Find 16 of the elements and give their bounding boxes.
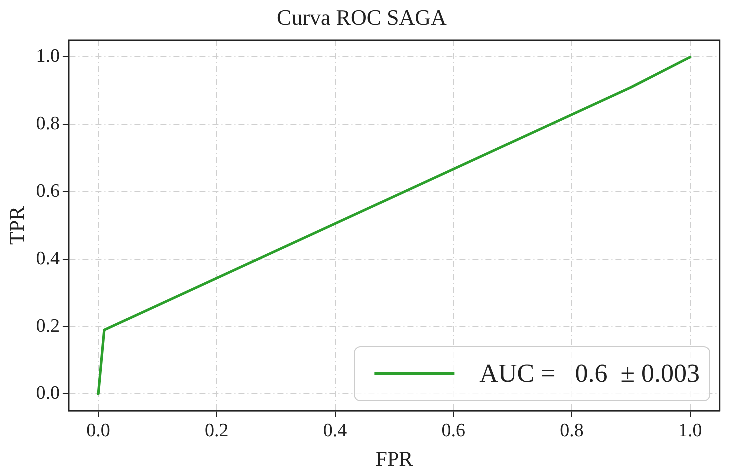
x-tick-label: 0.4 [323,420,348,442]
y-tick-label: 0.0 [36,383,60,404]
x-axis-title: FPR [376,446,414,471]
y-tick-label: 1.0 [36,46,60,68]
y-tick-label: 0.8 [36,114,60,135]
x-tick-label: 0.0 [86,420,110,442]
x-tick-label: 1.0 [678,420,702,442]
x-tick-label: 0.2 [205,420,229,442]
x-tick-label: 0.6 [442,420,466,442]
chart-title: Curva ROC SAGA [277,4,448,30]
y-axis-title: TPR [5,206,30,245]
y-tick-label: 0.4 [36,248,60,270]
legend-label: AUC = 0.6 ± 0.003 [480,358,700,388]
y-tick-label: 0.6 [36,180,60,202]
x-tick-label: 0.8 [560,420,584,442]
y-tick-label: 0.2 [36,316,60,337]
